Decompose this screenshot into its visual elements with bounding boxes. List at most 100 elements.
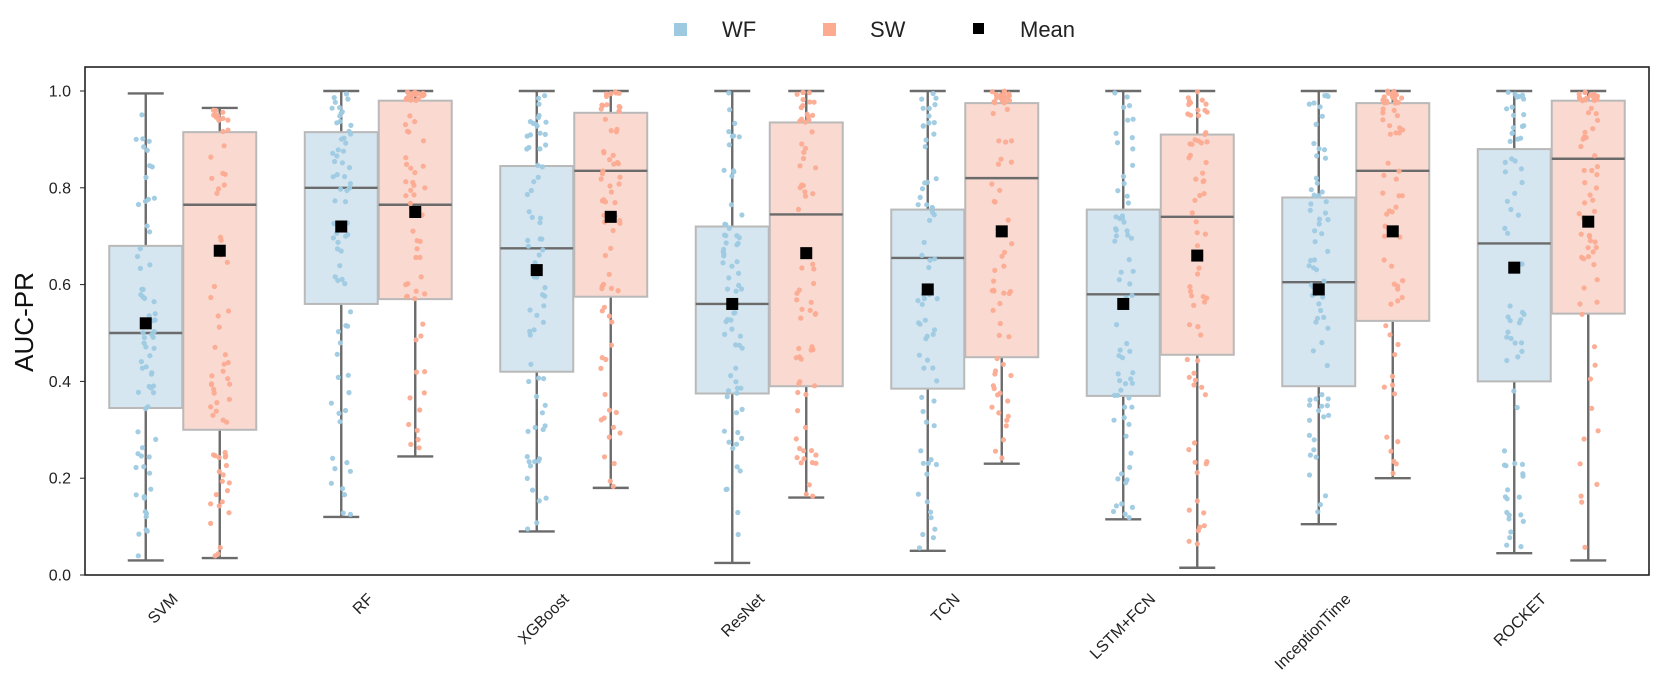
point-wf-tcn <box>933 176 939 182</box>
point-sw-rocket <box>1594 481 1600 487</box>
point-sw-lstm-fcn <box>1191 440 1198 446</box>
point-sw-lstm-fcn <box>1186 322 1193 328</box>
point-sw-lstm-fcn <box>1192 377 1199 383</box>
point-sw-rf <box>413 288 419 294</box>
point-sw-rf <box>413 337 419 343</box>
point-wf-xgboost <box>537 220 543 226</box>
point-wf-resnet <box>728 373 734 379</box>
point-wf-xgboost <box>531 179 537 185</box>
point-sw-rf <box>413 254 419 261</box>
point-wf-inceptiontime <box>1325 248 1331 254</box>
point-sw-inceptiontime <box>1396 168 1402 174</box>
point-wf-rf <box>331 221 337 227</box>
point-wf-tcn <box>915 202 921 208</box>
point-wf-rf <box>343 140 349 146</box>
point-wf-xgboost <box>536 375 542 381</box>
point-wf-resnet <box>724 286 731 292</box>
mean-marker-sw-xgboost <box>604 210 617 223</box>
point-wf-svm <box>147 229 153 235</box>
point-sw-inceptiontime <box>1380 110 1386 116</box>
box-sw-rf <box>377 99 453 301</box>
point-sw-resnet <box>803 491 809 497</box>
point-wf-inceptiontime <box>1306 101 1312 107</box>
point-wf-lstm-fcn <box>1115 188 1121 194</box>
point-sw-tcn <box>989 181 995 187</box>
legend-swatch-mean <box>973 23 984 34</box>
point-wf-lstm-fcn <box>1130 146 1136 152</box>
point-sw-inceptiontime <box>1395 341 1401 348</box>
point-wf-rocket <box>1504 542 1510 548</box>
x-tick-label-inceptiontime: InceptionTime <box>1272 591 1355 674</box>
point-sw-lstm-fcn <box>1186 507 1192 513</box>
point-sw-svm <box>221 182 227 188</box>
point-sw-inceptiontime <box>1381 384 1387 390</box>
point-wf-svm <box>139 365 145 371</box>
point-wf-tcn <box>931 120 937 126</box>
point-sw-rf <box>415 437 421 443</box>
point-wf-resnet <box>733 441 740 447</box>
point-sw-inceptiontime <box>1399 294 1405 301</box>
point-sw-xgboost <box>598 365 604 371</box>
point-sw-rf <box>420 90 426 97</box>
point-sw-lstm-fcn <box>1204 139 1210 145</box>
point-wf-xgboost <box>525 428 531 434</box>
point-sw-rf <box>408 187 414 193</box>
point-wf-rocket <box>1505 487 1511 493</box>
point-sw-lstm-fcn <box>1186 538 1192 544</box>
point-sw-inceptiontime <box>1388 448 1394 454</box>
point-sw-resnet <box>796 345 802 352</box>
point-sw-svm <box>210 107 217 113</box>
point-wf-resnet <box>726 275 732 281</box>
point-sw-lstm-fcn <box>1187 152 1193 158</box>
point-sw-rf <box>403 282 409 288</box>
point-wf-xgboost <box>535 174 541 180</box>
point-sw-xgboost <box>602 116 609 122</box>
point-sw-tcn <box>1008 138 1015 144</box>
point-sw-svm <box>226 480 232 486</box>
point-wf-inceptiontime <box>1308 187 1314 193</box>
point-wf-xgboost <box>534 520 540 526</box>
point-wf-rocket <box>1519 123 1525 129</box>
point-wf-rf <box>335 239 341 245</box>
point-sw-tcn <box>992 267 998 273</box>
point-wf-xgboost <box>524 454 530 460</box>
point-wf-inceptiontime <box>1316 221 1322 227</box>
point-wf-svm <box>133 136 139 142</box>
point-wf-inceptiontime <box>1314 315 1321 321</box>
point-wf-svm <box>135 389 141 395</box>
legend-swatch-sw <box>823 23 836 36</box>
point-sw-rf <box>407 395 413 401</box>
point-wf-lstm-fcn <box>1130 268 1136 274</box>
point-wf-xgboost <box>540 319 547 325</box>
point-sw-xgboost <box>617 430 623 436</box>
point-sw-rf <box>407 200 413 206</box>
point-wf-svm <box>134 253 141 260</box>
point-wf-resnet <box>722 221 728 227</box>
point-wf-inceptiontime <box>1307 452 1313 458</box>
point-wf-tcn <box>927 257 933 263</box>
point-wf-tcn <box>919 186 926 192</box>
point-sw-inceptiontime <box>1387 123 1393 129</box>
point-sw-resnet <box>796 287 802 293</box>
point-wf-resnet <box>735 240 741 246</box>
point-wf-resnet <box>737 468 743 474</box>
point-wf-resnet <box>736 342 743 348</box>
point-wf-xgboost <box>526 209 532 215</box>
point-wf-xgboost <box>532 459 538 465</box>
point-wf-inceptiontime <box>1321 314 1327 320</box>
point-sw-rf <box>403 155 409 161</box>
point-wf-resnet <box>734 390 740 396</box>
point-sw-rf <box>422 369 428 375</box>
point-sw-inceptiontime <box>1396 193 1402 199</box>
point-wf-rf <box>338 248 344 254</box>
point-sw-inceptiontime <box>1396 130 1402 136</box>
point-wf-svm <box>133 492 139 498</box>
point-wf-tcn <box>923 336 929 342</box>
point-sw-svm <box>219 478 225 484</box>
point-wf-inceptiontime <box>1321 414 1327 420</box>
point-wf-resnet <box>733 410 740 416</box>
point-sw-tcn <box>1000 361 1006 367</box>
point-wf-tcn <box>931 423 937 429</box>
point-wf-tcn <box>933 95 939 101</box>
point-sw-inceptiontime <box>1385 160 1391 166</box>
